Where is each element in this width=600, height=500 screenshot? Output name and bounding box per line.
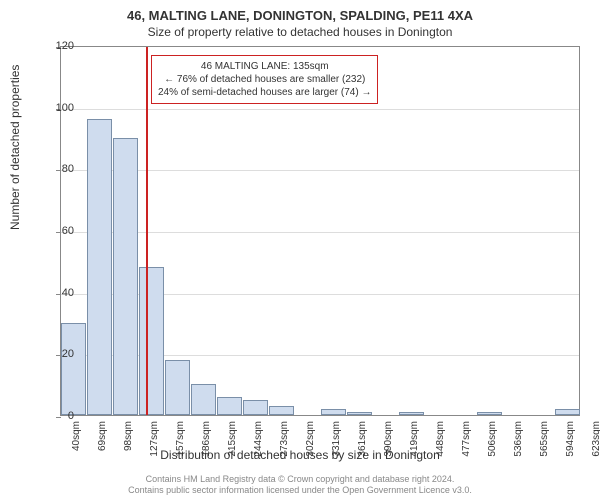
histogram-bar xyxy=(217,397,242,416)
histogram-bar xyxy=(269,406,294,415)
histogram-bar xyxy=(165,360,190,416)
xtick-label: 40sqm xyxy=(71,421,82,451)
ytick-label: 20 xyxy=(44,348,74,360)
histogram-bar xyxy=(191,384,216,415)
x-axis-label: Distribution of detached houses by size … xyxy=(0,448,600,462)
histogram-bar xyxy=(555,409,580,415)
property-callout: 46 MALTING LANE: 135sqm← 76% of detached… xyxy=(151,55,378,104)
gridline xyxy=(61,109,579,110)
ytick-label: 120 xyxy=(44,40,74,52)
histogram-bar xyxy=(321,409,346,415)
ytick-label: 0 xyxy=(44,410,74,422)
property-marker-line xyxy=(146,47,148,415)
callout-line: 24% of semi-detached houses are larger (… xyxy=(158,86,371,99)
histogram-bar xyxy=(139,267,164,415)
ytick-label: 100 xyxy=(44,102,74,114)
xtick-label: 69sqm xyxy=(97,421,108,451)
histogram-bar xyxy=(477,412,502,415)
ytick-label: 80 xyxy=(44,163,74,175)
histogram-bar xyxy=(87,119,112,415)
histogram-bar xyxy=(243,400,268,415)
chart-area: 40sqm69sqm98sqm127sqm157sqm186sqm215sqm2… xyxy=(60,46,580,416)
gridline xyxy=(61,232,579,233)
plot-area: 40sqm69sqm98sqm127sqm157sqm186sqm215sqm2… xyxy=(60,46,580,416)
histogram-bar xyxy=(61,323,86,416)
histogram-bar xyxy=(113,138,138,416)
ytick-label: 60 xyxy=(44,225,74,237)
footer-attribution: Contains HM Land Registry data © Crown c… xyxy=(0,474,600,496)
histogram-bar xyxy=(347,412,372,415)
footer-line-2: Contains public sector information licen… xyxy=(0,485,600,496)
ytick-label: 40 xyxy=(44,287,74,299)
y-axis-label: Number of detached properties xyxy=(8,65,22,230)
gridline xyxy=(61,170,579,171)
histogram-bar xyxy=(399,412,424,415)
callout-line: ← 76% of detached houses are smaller (23… xyxy=(158,73,371,86)
footer-line-1: Contains HM Land Registry data © Crown c… xyxy=(0,474,600,485)
chart-title-main: 46, MALTING LANE, DONINGTON, SPALDING, P… xyxy=(0,0,600,23)
callout-line: 46 MALTING LANE: 135sqm xyxy=(158,60,371,73)
xtick-label: 98sqm xyxy=(123,421,134,451)
chart-title-sub: Size of property relative to detached ho… xyxy=(0,23,600,43)
